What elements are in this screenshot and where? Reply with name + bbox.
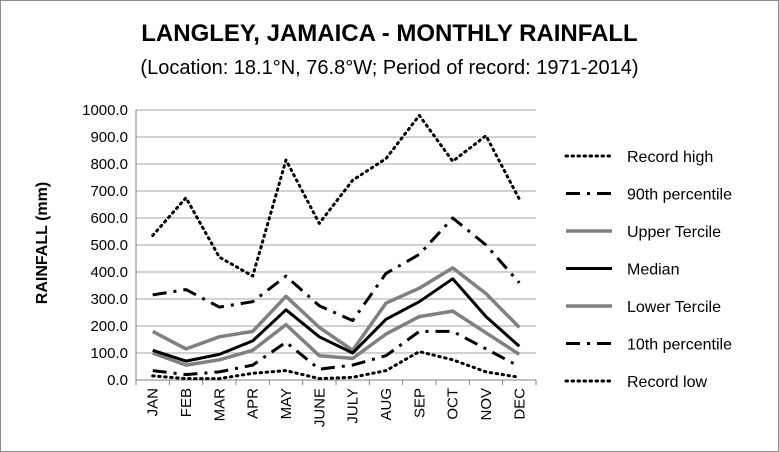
y-tick-label: 400.0 xyxy=(90,264,128,281)
axes: 0.0 100.0 200.0 300.0 400.0 500.0 600.0 700.0 80… xyxy=(82,102,537,427)
x-tick-label: NOV xyxy=(478,388,495,421)
y-tick-label: 500.0 xyxy=(90,237,128,254)
chart-subtitle: (Location: 18.1°N, 76.8°W; Period of rec… xyxy=(140,57,639,79)
series-line-median xyxy=(152,277,521,363)
legend-label-record-high: Record high xyxy=(627,149,713,166)
x-tick-label: AUG xyxy=(378,388,395,421)
legend-label-10th-percentile: 10th percentile xyxy=(627,337,732,354)
legend: Record high 90th percentile Upper Tercile M… xyxy=(564,149,732,391)
gridlines xyxy=(136,109,536,354)
series-lines xyxy=(151,113,521,381)
x-tick-label: JAN xyxy=(145,388,162,416)
series-line-upper-tercile xyxy=(151,266,521,353)
legend-label-median: Median xyxy=(627,262,679,279)
y-tick-label: 700.0 xyxy=(90,183,128,200)
y-tick-label: 800.0 xyxy=(90,156,128,173)
series-line-record-low xyxy=(151,350,521,381)
y-tick-label: 200.0 xyxy=(90,318,128,335)
x-tick-label: OCT xyxy=(445,388,462,420)
x-tick-label: JUNE xyxy=(311,388,328,427)
x-tick-label: DEC xyxy=(511,388,528,420)
x-tick-label: FEB xyxy=(178,388,195,417)
x-tick-label: SEP xyxy=(411,388,428,418)
legend-label-record-low: Record low xyxy=(627,374,707,391)
x-tick-label: MAR xyxy=(211,388,228,422)
y-tick-label: 0.0 xyxy=(107,372,128,389)
series-line-10th-percentile xyxy=(152,329,521,377)
series-line-lower-tercile xyxy=(152,309,521,367)
legend-label-upper-tercile: Upper Tercile xyxy=(627,224,721,241)
y-tick-label: 300.0 xyxy=(90,291,128,308)
chart-title: LANGLEY, JAMAICA - MONTHLY RAINFALL xyxy=(141,20,638,47)
y-tick-label: 1000.0 xyxy=(82,102,128,119)
x-tick-label: MAY xyxy=(278,388,295,419)
x-tick-label: APR xyxy=(245,388,262,419)
legend-label-lower-tercile: Lower Tercile xyxy=(627,299,721,316)
y-tick-label: 900.0 xyxy=(90,129,128,146)
series-line-90th-percentile xyxy=(152,216,521,323)
y-tick-label: 600.0 xyxy=(90,210,128,227)
y-axis-label: RAINFALL (mm) xyxy=(34,182,51,304)
x-tick-label: JULY xyxy=(345,388,362,424)
legend-label-90th-percentile: 90th percentile xyxy=(627,187,732,204)
series-line-record-high xyxy=(151,113,521,278)
y-tick-label: 100.0 xyxy=(90,345,128,362)
